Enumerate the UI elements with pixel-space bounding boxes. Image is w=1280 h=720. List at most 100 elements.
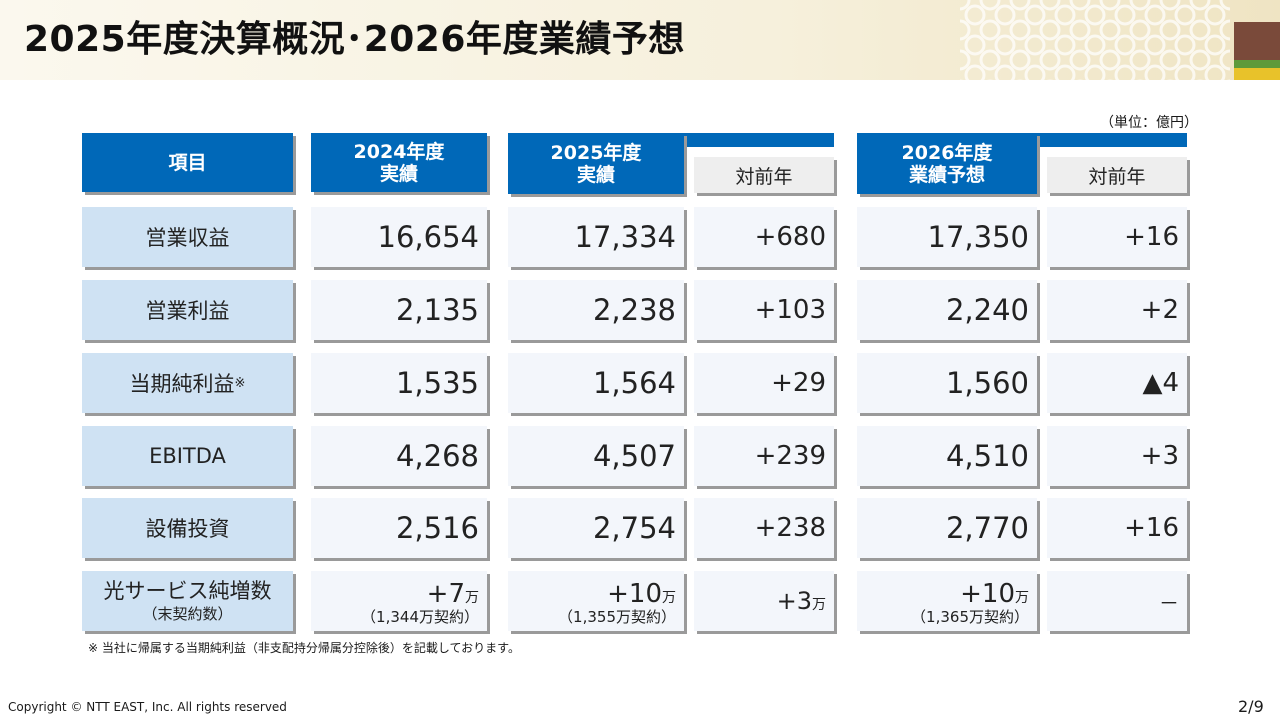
cell-value: 1,560 (945, 366, 1029, 400)
fiber-contracts: （1,365万契約） (911, 607, 1029, 626)
row-label-text: EBITDA (149, 444, 226, 468)
cell-fy2026: 1,560 (857, 353, 1037, 413)
cell-fy2024: 2,516 (311, 498, 487, 558)
cell-fy2026: 4,510 (857, 426, 1037, 486)
cell-fy2025: 2,238 (508, 280, 684, 340)
header-fy2024: 2024年度 実績 (311, 133, 487, 192)
fiber-fy2024-stack: +7万 （1,344万契約） (361, 577, 479, 625)
cell-fy2026: +10万 （1,365万契約） (857, 571, 1037, 631)
footnote: ※ 当社に帰属する当期純利益（非支配持分帰属分控除後）を記載しております。 (88, 641, 520, 655)
header-fy2024-year: 2024年度 (353, 140, 445, 163)
cell-value: 2,770 (945, 511, 1029, 545)
fiber-fy2026-stack: +10万 （1,365万契約） (911, 577, 1029, 625)
cell-value: 17,350 (927, 220, 1029, 254)
header-item-text: 項目 (168, 151, 207, 174)
cell-fy2025: 17,334 (508, 207, 684, 267)
row-label-operating-income: 営業利益 (82, 280, 293, 340)
fiber-value: +10 (960, 578, 1015, 609)
header-yoy-2025-text: 対前年 (735, 165, 793, 188)
header-fy2026-type: 業績予想 (908, 163, 985, 186)
row-label-capex: 設備投資 (82, 498, 293, 558)
cell-value: 2,516 (395, 511, 479, 545)
fiber-sublabel: （末契約数） (142, 604, 233, 623)
cell-yoy2026: － (1047, 571, 1187, 631)
cell-value: 1,535 (395, 366, 479, 400)
cell-yoy2026: +2 (1047, 280, 1187, 340)
row-label-text: 営業利益 (145, 299, 230, 323)
cell-value: +2 (1140, 295, 1179, 325)
header-fy2025-year: 2025年度 (550, 141, 642, 164)
fiber-fy2025-stack: +10万 （1,355万契約） (558, 577, 676, 625)
cell-fy2025: +10万 （1,355万契約） (508, 571, 684, 631)
fiber-label: 光サービス純増数 (103, 579, 272, 604)
cell-value: 2,238 (592, 293, 676, 327)
cell-yoy2025: +3万 (694, 571, 834, 631)
cell-value: 1,564 (592, 366, 676, 400)
cell-value: 17,334 (574, 220, 676, 254)
cell-value: +16 (1124, 513, 1179, 543)
header-item: 項目 (82, 133, 293, 192)
fiber-unit: 万 (812, 597, 826, 613)
cell-yoy2026: +16 (1047, 498, 1187, 558)
cell-value: 2,754 (592, 511, 676, 545)
fiber-contracts: （1,344万契約） (361, 607, 479, 626)
fiber-value: +7 (426, 578, 465, 609)
fiber-unit: 万 (1015, 589, 1029, 606)
cell-yoy2025: +29 (694, 353, 834, 413)
cell-value: 4,510 (945, 439, 1029, 473)
header-fy2024-type: 実績 (379, 162, 418, 185)
cell-value: 2,135 (395, 293, 479, 327)
cell-yoy2025: +238 (694, 498, 834, 558)
header-yoy-2026-text: 対前年 (1088, 165, 1146, 188)
cell-value: 4,268 (395, 439, 479, 473)
cell-fy2026: 2,770 (857, 498, 1037, 558)
cell-fy2024: 16,654 (311, 207, 487, 267)
fiber-contracts: （1,355万契約） (558, 607, 676, 626)
row-label-text: 営業収益 (145, 226, 230, 250)
page-number: 2/9 (1238, 697, 1264, 716)
cell-fy2026: 2,240 (857, 280, 1037, 340)
cell-yoy2026: +16 (1047, 207, 1187, 267)
cell-fy2024: 2,135 (311, 280, 487, 340)
cell-value: 4,507 (592, 439, 676, 473)
cell-value: ▲4 (1142, 368, 1179, 398)
cell-fy2024: +7万 （1,344万契約） (311, 571, 487, 631)
cell-fy2024: 1,535 (311, 353, 487, 413)
row-label-ebitda: EBITDA (82, 426, 293, 486)
cell-value: +238 (754, 513, 826, 543)
fiber-value: +10 (607, 578, 662, 609)
page-header: 2025年度決算概況･2026年度業績予想 (0, 0, 1280, 80)
cell-yoy2026: ▲4 (1047, 353, 1187, 413)
fiber-unit: 万 (662, 589, 676, 606)
cell-fy2024: 4,268 (311, 426, 487, 486)
cell-yoy2025: +103 (694, 280, 834, 340)
header-fy2026: 2026年度 業績予想 (857, 133, 1037, 194)
row-label-net-income: 当期純利益 ※ (82, 353, 293, 413)
cell-value: +680 (754, 222, 826, 252)
cell-value: +239 (754, 441, 826, 471)
row-label-fiber: 光サービス純増数 （末契約数） (82, 571, 293, 631)
copyright: Copyright © NTT EAST, Inc. All rights re… (8, 700, 287, 714)
cell-value: +16 (1124, 222, 1179, 252)
cell-value: +3 (1140, 441, 1179, 471)
brand-square-brown (1234, 22, 1280, 60)
cell-value: 2,240 (945, 293, 1029, 327)
fiber-label-stack: 光サービス純増数 （末契約数） (104, 579, 272, 622)
cell-fy2025: 1,564 (508, 353, 684, 413)
cell-yoy2025: +239 (694, 426, 834, 486)
row-label-revenue: 営業収益 (82, 207, 293, 267)
header-yoy-2026: 対前年 (1047, 157, 1187, 193)
header-fy2025-type: 実績 (576, 163, 615, 186)
cell-value: 16,654 (377, 220, 479, 254)
cell-yoy2025: +680 (694, 207, 834, 267)
decorative-pattern (960, 0, 1230, 80)
header-fy2026-year: 2026年度 (901, 141, 993, 164)
unit-label: （単位：億円） (1100, 115, 1198, 131)
header-fy2025: 2025年度 実績 (508, 133, 684, 194)
cell-fy2025: 4,507 (508, 426, 684, 486)
brand-square-yellow (1234, 68, 1280, 80)
cell-fy2026: 17,350 (857, 207, 1037, 267)
row-label-text: 設備投資 (145, 517, 230, 541)
page-title: 2025年度決算概況･2026年度業績予想 (24, 19, 685, 60)
cell-value: +29 (771, 368, 826, 398)
